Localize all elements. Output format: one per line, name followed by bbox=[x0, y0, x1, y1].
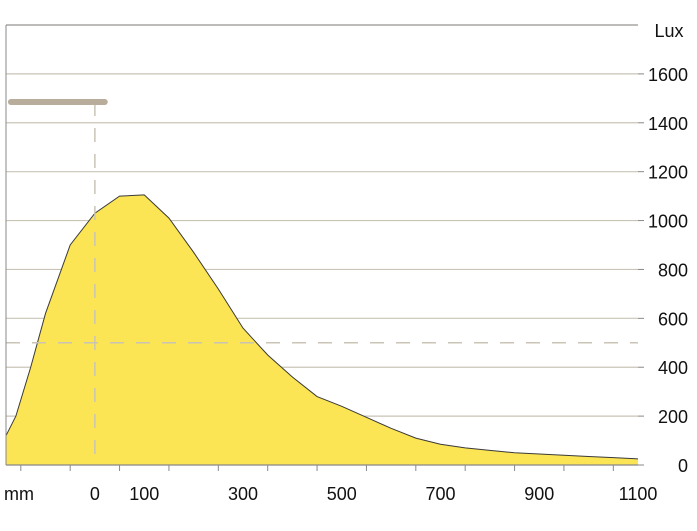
x-tick-label: 900 bbox=[524, 484, 554, 504]
x-tick-label: 700 bbox=[425, 484, 455, 504]
x-tick-label: 100 bbox=[129, 484, 159, 504]
y-unit-label: Lux bbox=[654, 21, 683, 41]
axis-layer bbox=[5, 24, 644, 471]
x-tick-label: 300 bbox=[228, 484, 258, 504]
y-tick-label: 1400 bbox=[648, 114, 688, 134]
y-tick-label: 1600 bbox=[648, 65, 688, 85]
y-tick-label: 800 bbox=[658, 260, 688, 280]
y-tick-label: 0 bbox=[678, 456, 688, 476]
x-unit-label: mm bbox=[4, 484, 34, 504]
y-tick-label: 200 bbox=[658, 407, 688, 427]
reference-lines bbox=[6, 99, 638, 465]
y-tick-label: 1200 bbox=[648, 163, 688, 183]
y-tick-label: 400 bbox=[658, 358, 688, 378]
illuminance-line bbox=[5, 194, 639, 460]
area-layer bbox=[5, 194, 639, 465]
label-layer: Lux mm 0 100 300 500 700 900 1100 0 200 400 600 800… bbox=[4, 21, 688, 504]
x-tick-label: 500 bbox=[327, 484, 357, 504]
x-tick-label: 0 bbox=[90, 484, 100, 504]
y-tick-label: 600 bbox=[658, 309, 688, 329]
x-tick-label: 1100 bbox=[619, 484, 658, 504]
illuminance-area bbox=[6, 194, 638, 465]
y-tick-label: 1000 bbox=[648, 212, 688, 232]
